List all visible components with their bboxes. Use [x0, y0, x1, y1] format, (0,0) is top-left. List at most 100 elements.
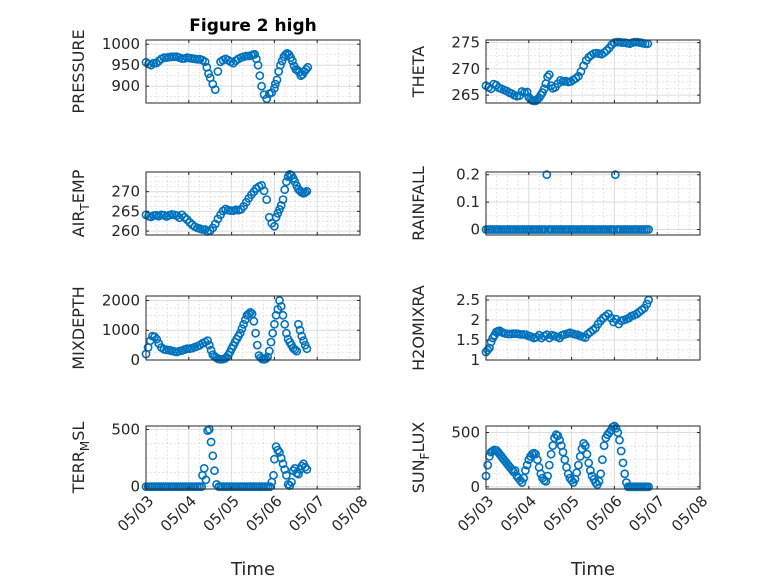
- axes-box-air-temp: [145, 171, 361, 236]
- data-point: [300, 188, 310, 197]
- data-point: [199, 463, 209, 473]
- data-point: [269, 83, 279, 93]
- data-point: [510, 466, 520, 475]
- data-point: [276, 453, 286, 463]
- data-point: [615, 435, 624, 445]
- y-axis-label: MIXDEPTH: [69, 286, 88, 369]
- data-point: [228, 58, 238, 68]
- data-point: [150, 332, 159, 342]
- panel-h2omixra: 1 1.5 2 2.5 H2OMIXRA: [409, 285, 701, 371]
- y-tick-label: 0.1: [456, 193, 480, 211]
- y-tick-label: 1: [470, 351, 480, 369]
- axes-box-terr-msl: [145, 425, 361, 490]
- series-rainfall: [481, 170, 653, 234]
- data-point: [268, 328, 278, 338]
- data-point: [299, 336, 308, 346]
- axes-box-h2omixra: [485, 295, 701, 361]
- y-tick-label: 0: [130, 351, 140, 369]
- data-point: [203, 426, 212, 435]
- y-tick-label: 1.5: [456, 331, 480, 349]
- data-point: [293, 319, 303, 329]
- y-axis-label: TERRMSL: [69, 422, 92, 495]
- y-tick-label: 0: [470, 221, 480, 239]
- data-point: [206, 437, 216, 447]
- data-point: [275, 447, 284, 457]
- data-point: [197, 482, 206, 492]
- data-point: [265, 482, 275, 492]
- data-point: [610, 170, 620, 180]
- data-point: [177, 210, 187, 220]
- data-point: [203, 336, 212, 346]
- data-point: [239, 319, 248, 329]
- y-tick-label: 2: [470, 311, 480, 329]
- data-point: [644, 482, 653, 492]
- data-point: [280, 185, 290, 195]
- data-point: [244, 309, 254, 319]
- data-point: [543, 471, 552, 481]
- data-point: [543, 72, 552, 82]
- data-point: [302, 186, 312, 196]
- data-point: [281, 328, 291, 338]
- data-point: [253, 60, 263, 70]
- data-point: [257, 81, 266, 91]
- data-point: [302, 344, 312, 354]
- y-tick-label: 0: [130, 478, 140, 496]
- data-point: [276, 201, 286, 210]
- data-point: [252, 340, 262, 350]
- series-pressure: [141, 49, 313, 104]
- y-tick-label: 500: [451, 424, 480, 442]
- data-point: [544, 70, 554, 80]
- data-point: [263, 352, 272, 362]
- data-point: [280, 319, 290, 329]
- data-point: [278, 195, 288, 204]
- data-point: [278, 310, 288, 320]
- y-tick-label: 260: [111, 222, 140, 240]
- data-point: [293, 469, 303, 479]
- data-point: [276, 301, 286, 311]
- axes-box-sun-flux: [485, 425, 701, 490]
- data-point: [555, 435, 564, 445]
- data-point: [204, 69, 213, 78]
- data-point: [213, 67, 223, 76]
- series-mixdepth: [141, 296, 312, 364]
- data-point: [582, 449, 592, 459]
- y-tick-label: 2.5: [456, 291, 480, 309]
- data-point: [152, 334, 162, 344]
- data-point: [531, 449, 540, 459]
- data-point: [483, 460, 493, 470]
- data-point: [290, 345, 300, 354]
- data-point: [235, 328, 245, 338]
- data-point: [269, 221, 279, 231]
- data-point: [278, 459, 288, 469]
- data-point: [618, 458, 628, 468]
- y-axis-label: PRESSURE: [69, 29, 88, 113]
- y-axis-label: H2OMIXRA: [409, 285, 428, 371]
- data-point: [292, 346, 302, 356]
- data-point: [255, 71, 265, 81]
- data-point: [522, 460, 532, 470]
- data-point: [287, 56, 297, 66]
- y-tick-label: 265: [451, 86, 480, 104]
- data-point: [237, 324, 247, 334]
- data-point: [553, 431, 563, 441]
- data-point: [261, 354, 271, 364]
- axes-box-rainfall: [485, 171, 701, 236]
- data-point: [249, 316, 259, 326]
- y-axis-label: RAINFALL: [409, 166, 428, 241]
- y-tick-label: 900: [111, 77, 140, 95]
- data-point: [563, 469, 573, 479]
- data-point: [204, 340, 214, 350]
- data-point: [297, 331, 307, 341]
- y-tick-label: 265: [111, 202, 140, 220]
- data-point: [644, 225, 653, 234]
- series-air-temp: [141, 169, 312, 236]
- data-point: [542, 170, 552, 180]
- data-point: [272, 75, 282, 85]
- data-point: [302, 465, 312, 474]
- data-point: [169, 52, 179, 62]
- panel-pressure: 900 950 1000 PRESSURE Figure 2 high: [69, 16, 361, 114]
- data-point: [149, 58, 159, 68]
- data-point: [611, 423, 621, 433]
